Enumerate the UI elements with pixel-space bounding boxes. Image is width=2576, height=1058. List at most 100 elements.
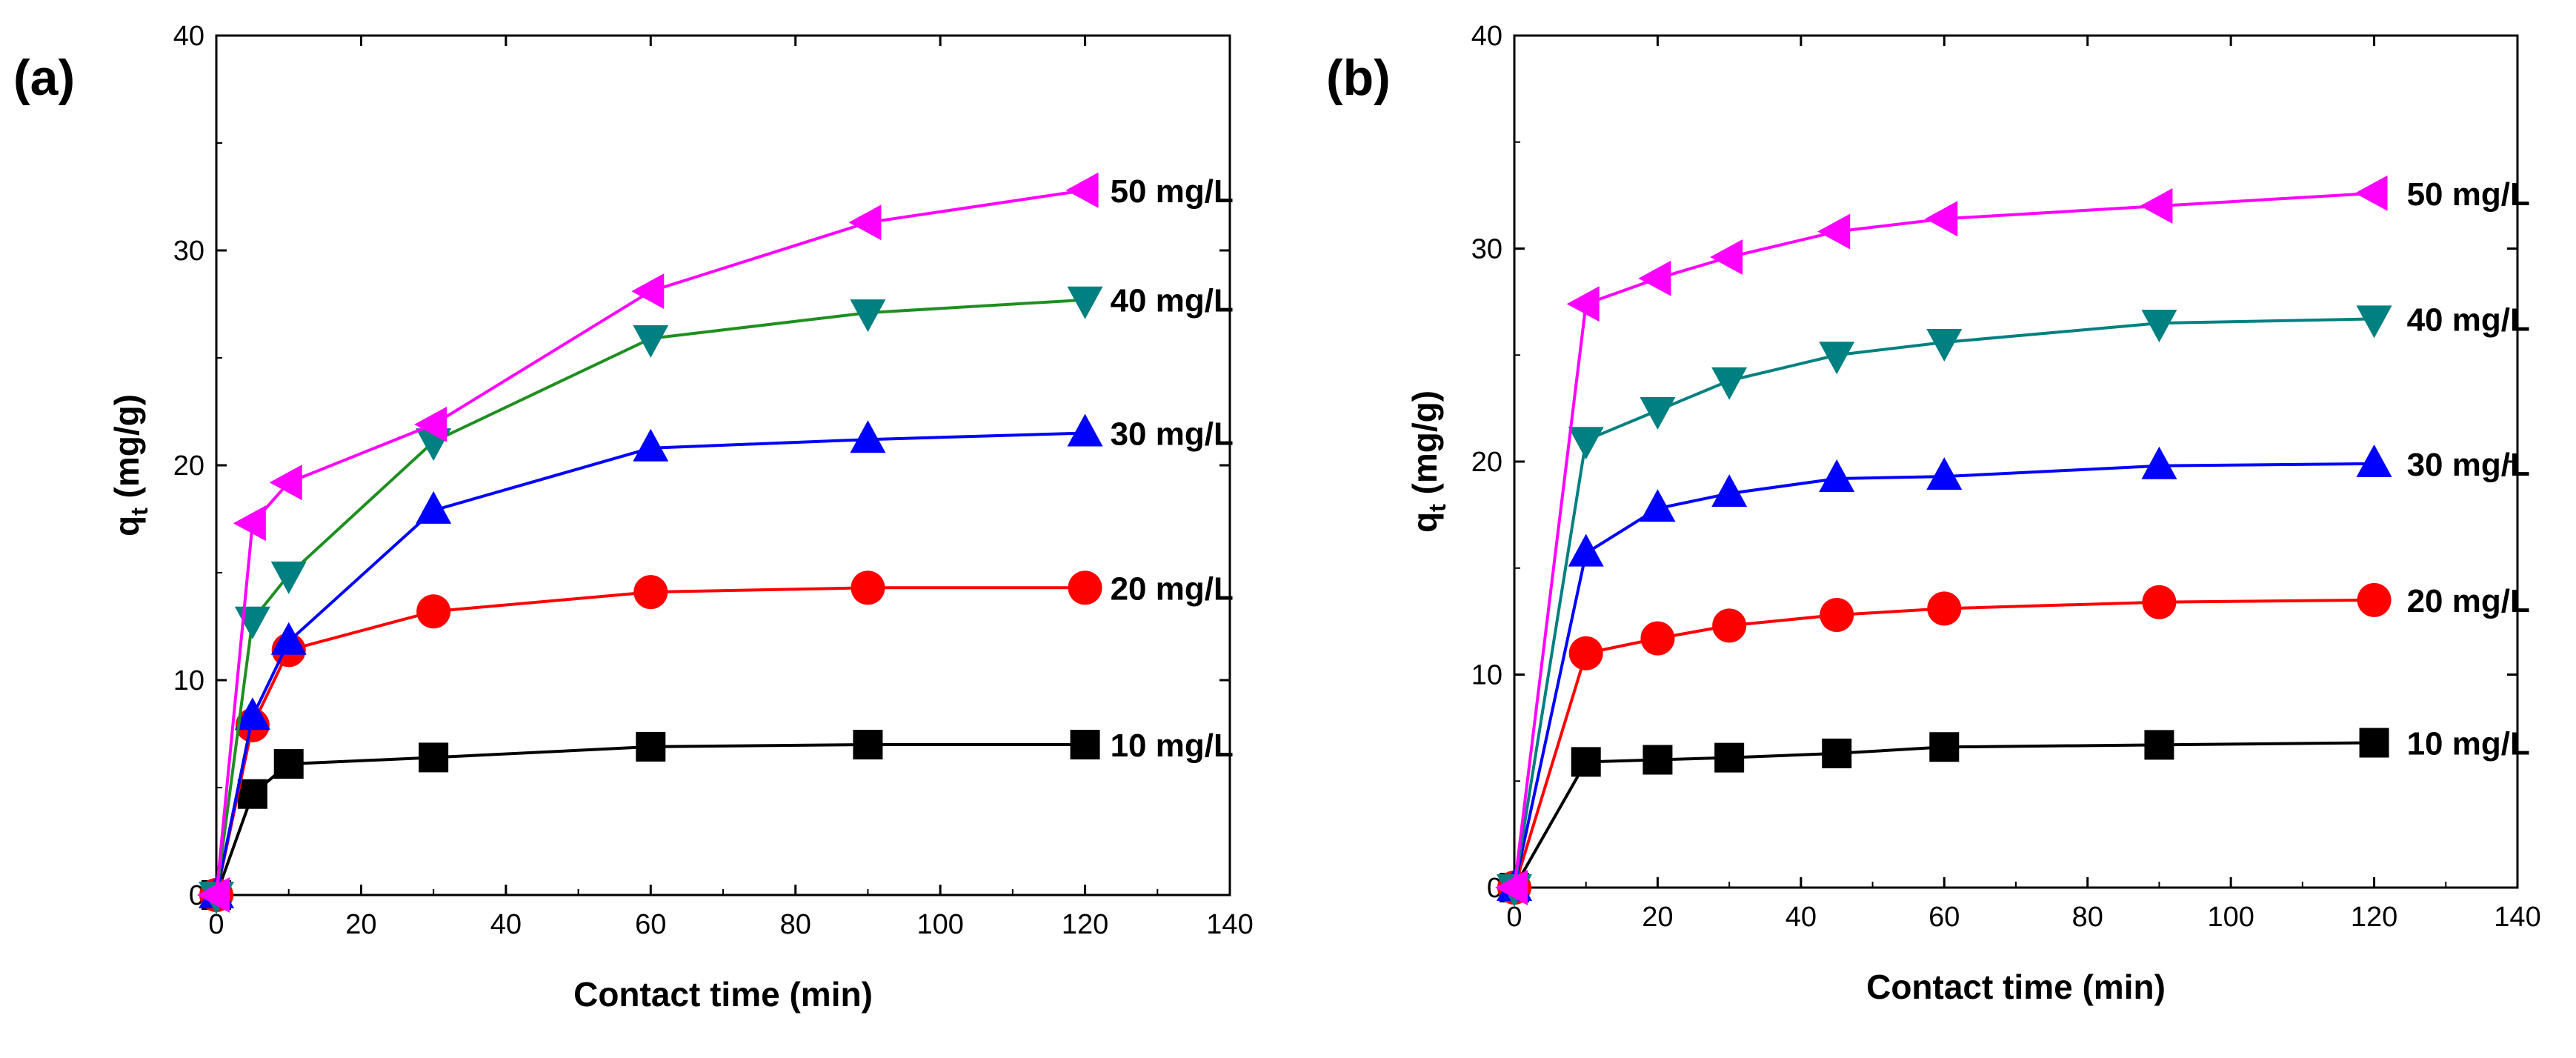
y-tick-label: 0 xyxy=(189,880,204,911)
y-tick-label: 40 xyxy=(1471,21,1502,52)
x-tick-label: 0 xyxy=(1506,902,1522,933)
data-point-marker xyxy=(233,505,266,542)
data-point-marker xyxy=(1568,533,1604,567)
data-point-marker xyxy=(1819,342,1855,375)
x-tick-label: 120 xyxy=(2351,902,2397,933)
x-tick-label: 140 xyxy=(1206,909,1253,940)
data-point-marker xyxy=(1929,732,1960,762)
data-point-marker xyxy=(1566,286,1600,322)
y-tick-label: 20 xyxy=(1471,447,1502,478)
x-axis-title-a: Contact time (min) xyxy=(573,975,873,1014)
data-point-marker xyxy=(1714,742,1745,773)
data-point-marker xyxy=(2354,175,2388,211)
data-point-marker xyxy=(416,490,452,524)
data-point-marker xyxy=(2141,446,2177,479)
data-point-marker xyxy=(1820,598,1854,632)
series-a-50-mg-L: 50 mg/L xyxy=(197,172,1234,913)
x-axis-title-b: Contact time (min) xyxy=(1866,968,2166,1006)
data-point-marker xyxy=(273,749,304,779)
series-label: 40 mg/L xyxy=(1111,283,1234,319)
series-line xyxy=(1513,191,2374,888)
chart-panel-a: (a) 0 20 40 60 80 100 120 140 0 10 20 30 40 Contact ti… xyxy=(13,21,1254,1014)
data-point-marker xyxy=(1568,636,1603,671)
data-point-marker xyxy=(270,561,307,594)
data-point-marker xyxy=(1926,329,1963,362)
x-tick-label: 80 xyxy=(780,909,811,940)
data-point-marker xyxy=(1817,213,1851,250)
data-point-marker xyxy=(419,742,449,773)
data-point-marker xyxy=(1065,172,1099,208)
y-axis-title-b: qt (mg/g) xyxy=(1405,390,1451,533)
x-tick-label: 60 xyxy=(635,909,666,940)
data-point-marker xyxy=(1640,397,1676,430)
series-a-10-mg-L: 10 mg/L xyxy=(202,728,1234,910)
data-point-marker xyxy=(636,731,666,762)
data-point-marker xyxy=(633,575,668,610)
x-tick-label: 20 xyxy=(345,909,376,940)
y-tick-label: 10 xyxy=(173,665,204,696)
data-point-marker xyxy=(1495,870,1528,905)
y-tick-label: 0 xyxy=(1487,873,1502,904)
data-point-marker xyxy=(270,622,307,655)
series-label: 50 mg/L xyxy=(2407,176,2530,213)
data-point-marker xyxy=(2356,444,2392,477)
series-label: 20 mg/L xyxy=(1111,570,1234,607)
series-b-10-mg-L: 10 mg/L xyxy=(1500,726,2530,902)
panel-label-a: (a) xyxy=(13,50,75,106)
data-point-marker xyxy=(234,606,270,639)
data-point-marker xyxy=(1822,738,1852,768)
data-point-marker xyxy=(2357,582,2392,617)
series-b-20-mg-L: 20 mg/L xyxy=(1497,582,2530,905)
data-point-marker xyxy=(1638,260,1671,296)
data-point-marker xyxy=(416,594,451,629)
y-axis-title-a: qt (mg/g) xyxy=(107,394,153,536)
data-point-marker xyxy=(1067,286,1103,319)
data-point-marker xyxy=(1710,239,1743,275)
data-point-marker xyxy=(1068,570,1102,605)
data-point-marker xyxy=(1070,730,1100,759)
y-tick-label: 30 xyxy=(173,236,204,267)
y-tick-label: 20 xyxy=(173,450,204,482)
data-point-marker xyxy=(851,570,885,605)
series-label: 30 mg/L xyxy=(2407,447,2530,483)
data-point-marker xyxy=(1640,621,1675,656)
x-tick-label: 100 xyxy=(916,909,963,940)
x-tick-label: 20 xyxy=(1642,902,1673,933)
data-point-marker xyxy=(1712,608,1747,643)
data-point-marker xyxy=(1926,457,1963,490)
data-point-marker xyxy=(1571,747,1601,777)
data-point-marker xyxy=(633,428,669,462)
data-point-marker xyxy=(631,273,665,310)
series-label: 10 mg/L xyxy=(1111,728,1234,764)
series-b-30-mg-L: 30 mg/L xyxy=(1497,444,2530,901)
chart-b-svg: (b) 0 20 40 60 80 100 120 140 0 10 20 30 40 Contact ti… xyxy=(1326,21,2541,1006)
x-tick-label: 40 xyxy=(490,909,522,940)
series-line xyxy=(1513,462,2374,888)
plot-frame-a xyxy=(215,34,1231,896)
x-tick-label: 60 xyxy=(1928,902,1960,933)
x-tick-label: 0 xyxy=(208,909,224,940)
series-label: 10 mg/L xyxy=(2407,726,2530,762)
series-label: 20 mg/L xyxy=(2407,583,2530,619)
series-b-40-mg-L: 40 mg/L xyxy=(1497,302,2530,907)
data-point-marker xyxy=(1568,427,1604,460)
data-point-marker xyxy=(2140,188,2173,224)
data-point-marker xyxy=(1711,367,1748,400)
x-tick-label: 100 xyxy=(2207,902,2254,933)
data-point-marker xyxy=(1711,474,1748,508)
series-label: 30 mg/L xyxy=(1111,416,1234,453)
panel-label-b: (b) xyxy=(1326,50,1391,106)
data-point-marker xyxy=(853,730,883,759)
data-point-marker xyxy=(850,299,886,333)
data-point-marker xyxy=(1067,413,1103,447)
x-tick-label: 140 xyxy=(2494,902,2540,933)
x-tick-label: 80 xyxy=(2072,902,2103,933)
data-point-marker xyxy=(2359,728,2389,758)
y-tick-label: 10 xyxy=(1471,660,1502,691)
y-tick-label: 30 xyxy=(1471,234,1502,265)
series-b-50-mg-L: 50 mg/L xyxy=(1495,175,2530,905)
series-label: 40 mg/L xyxy=(2407,302,2530,338)
x-tick-label: 40 xyxy=(1785,902,1817,933)
data-point-marker xyxy=(2356,305,2392,339)
series-line xyxy=(215,431,1085,896)
